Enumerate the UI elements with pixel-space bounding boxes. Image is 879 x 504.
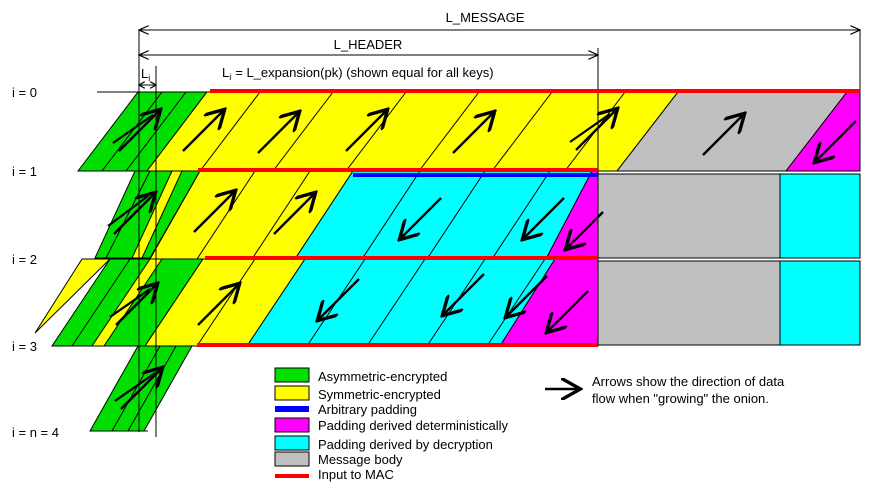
legend-label-mac: Input to MAC [318,467,394,482]
legend: Asymmetric-encrypted Symmetric-encrypted… [274,367,509,482]
dimension-lines [139,30,860,85]
cyan-rect-row1 [779,173,861,259]
yellow-wedge-row2 [34,258,112,334]
row-label-1: i = 1 [12,164,37,179]
flow-arrows [107,110,857,410]
arrow-annotation: Arrows show the direction of data flow w… [545,374,785,406]
mac-lines [197,89,860,347]
legend-label-deterministic-padding: Padding derived deterministically [318,418,509,433]
l-expansion-label: Li = L_expansion(pk) (shown equal for all… [222,65,494,82]
message-body-rect-row1 [597,173,781,259]
legend-swatch-message-body [274,451,310,467]
dimension-labels: L_MESSAGE L_HEADER Li Li = L_expansion(pk… [141,10,525,83]
legend-swatch-arbitrary-padding [275,406,309,412]
cyan-rect-row2 [779,260,861,346]
row-0 [76,91,861,172]
row-label-2: i = 2 [12,252,37,267]
message-body-rect-row2 [597,260,781,346]
legend-label-decryption-padding: Padding derived by decryption [318,437,493,452]
row-labels: i = 0 i = 1 i = 2 i = 3 i = n = 4 [12,85,59,440]
row-label-4: i = n = 4 [12,425,59,440]
legend-swatch-decryption-padding [274,435,310,451]
legend-swatch-deterministic-padding [274,417,310,433]
annotation-line1: Arrows show the direction of data [592,374,785,389]
legend-label-message-body: Message body [318,452,403,467]
l-i-label: Li [141,66,150,83]
row-2 [34,258,861,347]
row-label-0: i = 0 [12,85,37,100]
legend-label-asymmetric: Asymmetric-encrypted [318,369,447,384]
row-label-3: i = 3 [12,339,37,354]
legend-swatch-mac [275,474,309,478]
l-header-label: L_HEADER [334,37,403,52]
annotation-line2: flow when "growing" the onion. [592,391,769,406]
row-1 [94,170,861,260]
l-message-label: L_MESSAGE [446,10,525,25]
hatch-lines [71,91,626,432]
legend-swatch-symmetric [274,385,310,401]
legend-swatch-asymmetric [274,367,310,383]
legend-label-symmetric: Symmetric-encrypted [318,387,441,402]
legend-label-arbitrary-padding: Arbitrary padding [318,402,417,417]
